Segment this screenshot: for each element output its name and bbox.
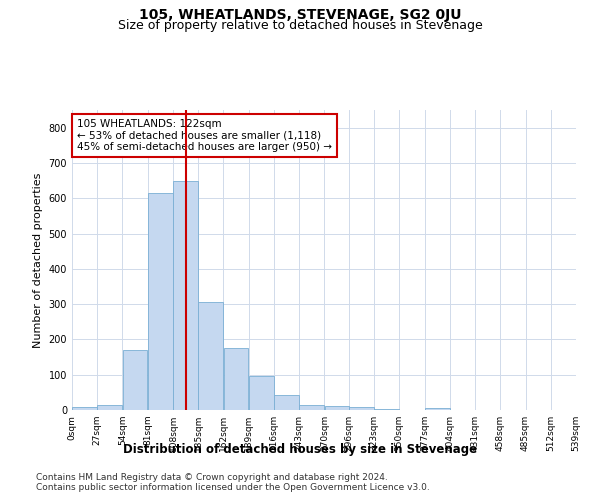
Bar: [72, 407, 97, 410]
Text: Size of property relative to detached houses in Stevenage: Size of property relative to detached ho…: [118, 18, 482, 32]
Bar: [349, 407, 374, 410]
Bar: [425, 408, 449, 410]
Bar: [374, 409, 399, 410]
Bar: [173, 180, 198, 410]
Bar: [325, 406, 349, 410]
Bar: [148, 193, 173, 410]
Bar: [299, 404, 324, 410]
Text: Distribution of detached houses by size in Stevenage: Distribution of detached houses by size …: [123, 442, 477, 456]
Text: Contains public sector information licensed under the Open Government Licence v3: Contains public sector information licen…: [36, 484, 430, 492]
Bar: [123, 350, 148, 410]
Y-axis label: Number of detached properties: Number of detached properties: [33, 172, 43, 348]
Bar: [224, 348, 248, 410]
Bar: [274, 395, 299, 410]
Bar: [199, 302, 223, 410]
Text: Contains HM Land Registry data © Crown copyright and database right 2024.: Contains HM Land Registry data © Crown c…: [36, 472, 388, 482]
Text: 105 WHEATLANDS: 122sqm
← 53% of detached houses are smaller (1,118)
45% of semi-: 105 WHEATLANDS: 122sqm ← 53% of detached…: [77, 119, 332, 152]
Bar: [97, 404, 122, 410]
Text: 105, WHEATLANDS, STEVENAGE, SG2 0JU: 105, WHEATLANDS, STEVENAGE, SG2 0JU: [139, 8, 461, 22]
Bar: [249, 376, 274, 410]
